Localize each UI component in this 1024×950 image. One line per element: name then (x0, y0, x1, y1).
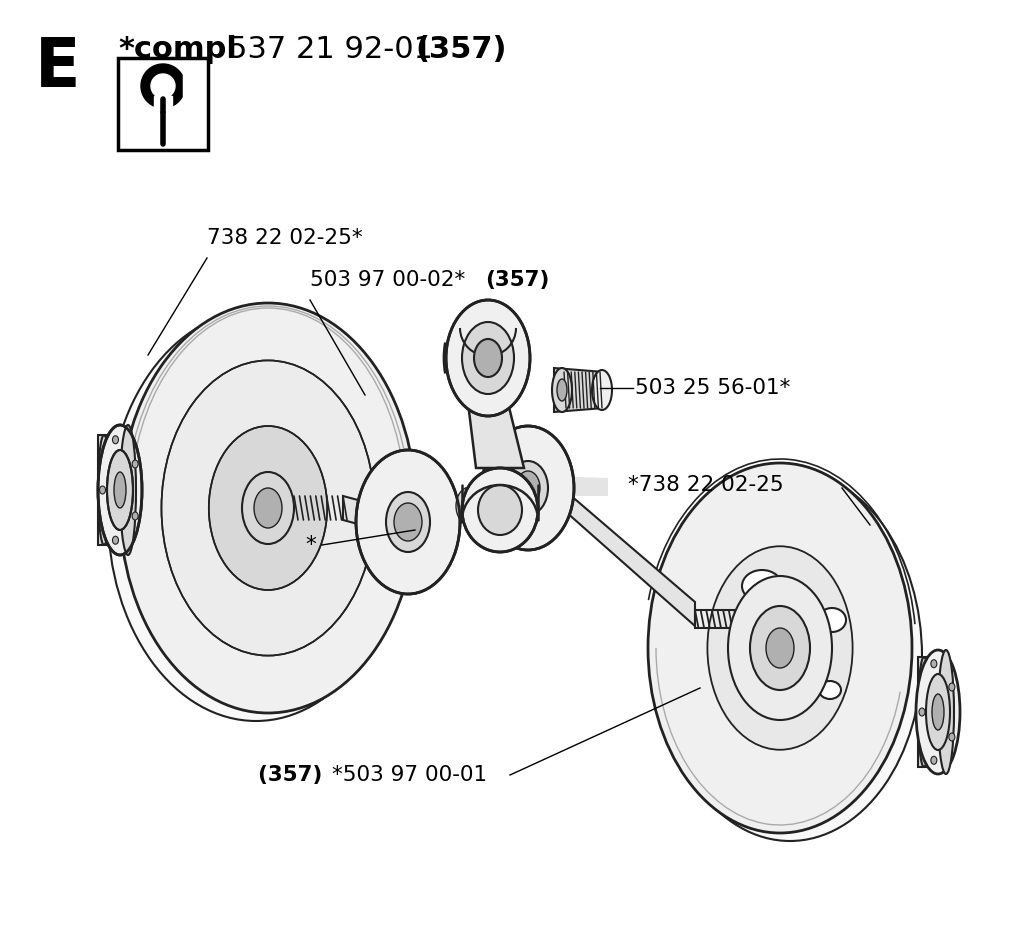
Text: 503 25 56-01*: 503 25 56-01* (635, 378, 791, 398)
Ellipse shape (931, 659, 937, 668)
Text: E: E (35, 35, 81, 101)
Ellipse shape (356, 450, 460, 594)
Ellipse shape (516, 471, 540, 505)
Ellipse shape (462, 322, 514, 394)
Ellipse shape (242, 472, 294, 544)
Ellipse shape (113, 436, 119, 444)
Polygon shape (151, 74, 175, 98)
Ellipse shape (552, 368, 572, 412)
Ellipse shape (120, 425, 136, 555)
Ellipse shape (818, 608, 846, 632)
Text: 738 22 02-25*: 738 22 02-25* (207, 228, 362, 248)
Polygon shape (343, 496, 395, 534)
Polygon shape (468, 403, 524, 468)
Ellipse shape (918, 657, 930, 767)
Polygon shape (98, 435, 110, 545)
Text: *compl: *compl (118, 35, 237, 64)
Ellipse shape (766, 628, 794, 668)
Ellipse shape (120, 303, 416, 713)
Polygon shape (141, 64, 182, 108)
Ellipse shape (98, 425, 142, 555)
Ellipse shape (557, 379, 567, 401)
Ellipse shape (648, 463, 912, 833)
Ellipse shape (916, 650, 961, 774)
Ellipse shape (949, 733, 954, 741)
Ellipse shape (926, 674, 950, 750)
Text: 503 97 00-02*: 503 97 00-02* (310, 270, 472, 290)
Polygon shape (918, 657, 930, 767)
Ellipse shape (394, 503, 422, 541)
FancyBboxPatch shape (118, 58, 208, 150)
Polygon shape (554, 368, 604, 412)
Ellipse shape (482, 426, 574, 550)
Text: *738 22 02-25: *738 22 02-25 (628, 475, 783, 495)
Text: (357): (357) (485, 270, 549, 290)
Ellipse shape (446, 300, 530, 416)
Ellipse shape (98, 435, 110, 545)
Polygon shape (548, 476, 608, 496)
Ellipse shape (938, 650, 954, 774)
Ellipse shape (819, 681, 841, 699)
Ellipse shape (108, 311, 404, 721)
Ellipse shape (456, 487, 484, 525)
Ellipse shape (708, 546, 853, 750)
Ellipse shape (474, 339, 502, 377)
Ellipse shape (254, 488, 282, 528)
Ellipse shape (919, 708, 925, 716)
Ellipse shape (106, 450, 133, 530)
Text: (357): (357) (415, 35, 507, 64)
Ellipse shape (113, 536, 119, 544)
Ellipse shape (386, 492, 430, 552)
Ellipse shape (931, 756, 937, 765)
Ellipse shape (932, 694, 944, 730)
Polygon shape (154, 96, 172, 110)
Polygon shape (430, 477, 510, 535)
Ellipse shape (114, 472, 126, 508)
Ellipse shape (728, 576, 831, 720)
Ellipse shape (658, 471, 922, 841)
Text: *: * (305, 535, 315, 555)
Ellipse shape (132, 460, 138, 468)
Text: (357): (357) (258, 765, 330, 785)
Ellipse shape (592, 370, 612, 410)
Ellipse shape (750, 606, 810, 690)
Ellipse shape (478, 485, 522, 535)
Ellipse shape (949, 683, 954, 691)
Ellipse shape (508, 461, 548, 515)
Ellipse shape (99, 486, 105, 494)
Ellipse shape (162, 360, 375, 656)
Ellipse shape (209, 426, 328, 590)
Ellipse shape (132, 512, 138, 520)
Ellipse shape (462, 468, 538, 552)
Polygon shape (548, 476, 695, 626)
Ellipse shape (742, 570, 782, 602)
Text: *503 97 00-01: *503 97 00-01 (332, 765, 487, 785)
Text: 537 21 92-01: 537 21 92-01 (228, 35, 433, 64)
